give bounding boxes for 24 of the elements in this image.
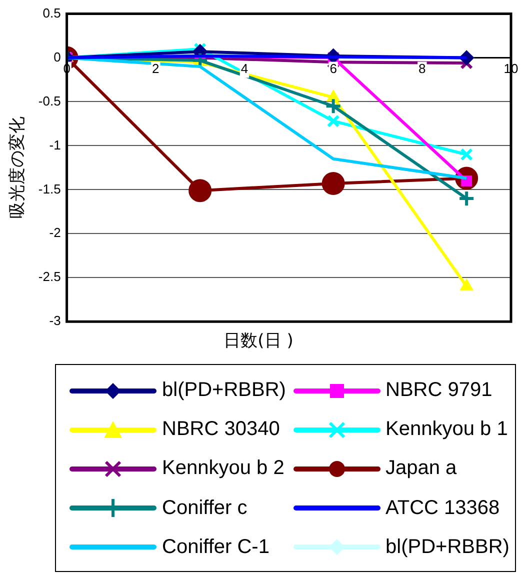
x-tick-label: 6	[330, 60, 337, 76]
y-tick-label: 0	[54, 49, 61, 64]
legend-label: bl(PD+RBBR)	[386, 536, 510, 559]
x-tick-label: 8	[418, 60, 426, 76]
legend-label: ATCC 13368	[386, 496, 500, 520]
y-tick-label: -2.5	[38, 269, 61, 284]
legend-label: Kennkyou b 2	[162, 457, 284, 480]
legend-label: Coniffer C-1	[162, 536, 270, 559]
x-tick-label: 2	[152, 60, 160, 76]
legend-label: bl(PD+RBBR)	[162, 379, 286, 402]
x-axis-title: 日数(日 )	[224, 331, 294, 352]
legend-label: NBRC 9791	[386, 379, 492, 402]
legend-label: Coniffer c	[162, 496, 248, 520]
legend-label: NBRC 30340	[162, 418, 280, 442]
y-tick-label: -1.5	[38, 181, 61, 196]
legend-label: Japan a	[386, 457, 457, 480]
y-axis-title: 吸光度の変化	[8, 116, 28, 219]
y-tick-label: -1	[49, 137, 61, 152]
y-tick-label: -2	[49, 225, 61, 240]
x-tick-label: 4	[240, 60, 248, 76]
y-tick-label: 0.5	[42, 5, 61, 20]
y-tick-label: -0.5	[38, 93, 61, 108]
legend-label: Kennkyou b 1	[386, 418, 508, 442]
y-tick-label: -3	[49, 313, 61, 328]
